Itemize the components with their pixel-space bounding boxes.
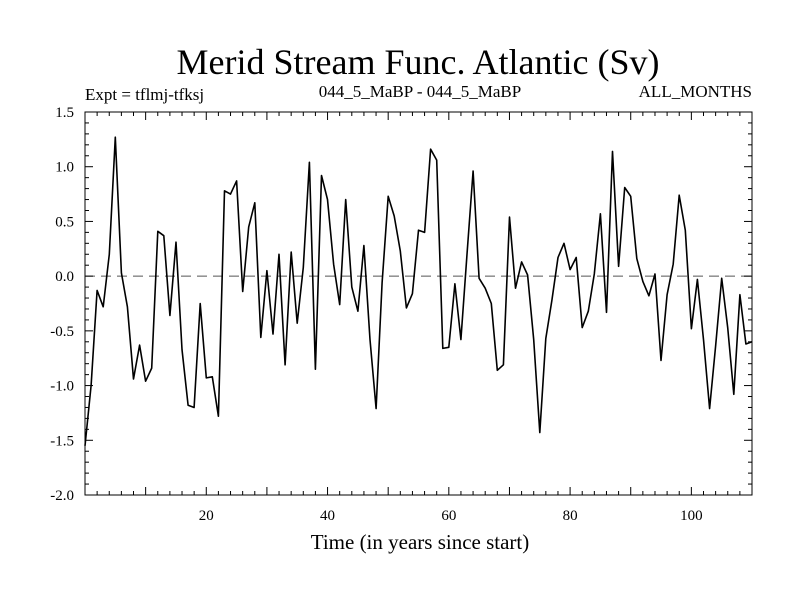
y-tick-label: -1.0 bbox=[50, 379, 74, 395]
x-axis-label: Time (in years since start) bbox=[311, 530, 530, 554]
y-tick-label: 0.0 bbox=[55, 269, 74, 285]
y-tick-label: -1.5 bbox=[50, 433, 74, 449]
y-tick-label: 1.5 bbox=[55, 105, 74, 121]
chart-title: Merid Stream Func. Atlantic (Sv) bbox=[177, 42, 660, 82]
y-tick-label: 0.5 bbox=[55, 214, 74, 230]
series-line bbox=[84, 136, 753, 446]
x-tick-label: 60 bbox=[441, 508, 456, 524]
y-tick-label: 1.0 bbox=[55, 160, 74, 176]
y-tick-label: -2.0 bbox=[50, 488, 74, 504]
x-tick-label: 20 bbox=[199, 508, 214, 524]
subtitle-center: 044_5_MaBP - 044_5_MaBP bbox=[319, 82, 521, 101]
x-tick-label: 80 bbox=[563, 508, 578, 524]
x-tick-label: 100 bbox=[680, 508, 703, 524]
subtitle-left: Expt = tflmj-tfksj bbox=[85, 85, 204, 104]
plot-frame bbox=[84, 111, 753, 496]
y-tick-label: -0.5 bbox=[50, 324, 74, 340]
subtitle-right: ALL_MONTHS bbox=[639, 82, 752, 101]
x-tick-label: 40 bbox=[320, 508, 335, 524]
